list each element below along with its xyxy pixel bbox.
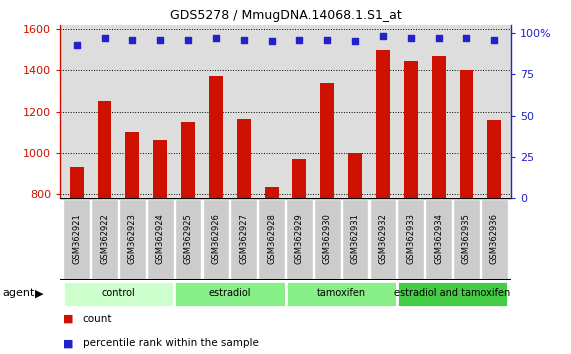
Text: tamoxifen: tamoxifen [317, 288, 366, 298]
Point [323, 37, 332, 42]
Bar [258, 199, 285, 279]
Text: GSM362935: GSM362935 [462, 213, 471, 264]
Bar [453, 199, 480, 279]
Text: GSM362924: GSM362924 [156, 213, 164, 264]
Text: GSM362925: GSM362925 [183, 213, 192, 264]
Text: GSM362934: GSM362934 [434, 213, 443, 264]
Point [434, 35, 443, 41]
Bar [404, 61, 418, 198]
Bar [153, 141, 167, 198]
Text: GSM362929: GSM362929 [295, 213, 304, 264]
Bar [174, 281, 286, 307]
Bar [488, 120, 501, 198]
Bar [264, 187, 279, 198]
Bar [230, 199, 257, 279]
Text: ▶: ▶ [35, 288, 43, 298]
Point [462, 35, 471, 41]
Bar [376, 50, 390, 198]
Bar [237, 119, 251, 198]
Title: GDS5278 / MmugDNA.14068.1.S1_at: GDS5278 / MmugDNA.14068.1.S1_at [170, 9, 401, 22]
Point [295, 37, 304, 42]
Bar [342, 199, 368, 279]
Bar [425, 199, 452, 279]
Text: GSM362936: GSM362936 [490, 213, 499, 264]
Point [351, 39, 360, 44]
Text: control: control [102, 288, 135, 298]
Point [406, 35, 415, 41]
Point [211, 35, 220, 41]
Text: GSM362921: GSM362921 [72, 213, 81, 264]
Bar [286, 281, 397, 307]
Point [379, 34, 388, 39]
Bar [481, 199, 508, 279]
Point [156, 37, 165, 42]
Point [239, 37, 248, 42]
Bar [91, 199, 118, 279]
Bar [460, 70, 473, 198]
Bar [286, 199, 313, 279]
Bar [209, 76, 223, 198]
Bar [397, 199, 424, 279]
Bar [126, 132, 139, 198]
Bar [314, 199, 341, 279]
Point [128, 37, 137, 42]
Text: ■: ■ [63, 314, 73, 324]
Text: GSM362926: GSM362926 [211, 213, 220, 264]
Bar [70, 167, 83, 198]
Bar [320, 82, 334, 198]
Text: GSM362931: GSM362931 [351, 213, 360, 264]
Bar [63, 199, 90, 279]
Text: GSM362923: GSM362923 [128, 213, 137, 264]
Bar [432, 56, 445, 198]
Text: GSM362922: GSM362922 [100, 213, 109, 264]
Bar [292, 159, 307, 198]
Text: GSM362930: GSM362930 [323, 213, 332, 264]
Text: percentile rank within the sample: percentile rank within the sample [83, 338, 259, 348]
Point [267, 39, 276, 44]
Point [100, 35, 109, 41]
Text: GSM362927: GSM362927 [239, 213, 248, 264]
Text: GSM362932: GSM362932 [379, 213, 388, 264]
Bar [203, 199, 229, 279]
Text: ■: ■ [63, 338, 73, 348]
Bar [348, 153, 362, 198]
Text: estradiol and tamoxifen: estradiol and tamoxifen [395, 288, 510, 298]
Text: count: count [83, 314, 112, 324]
Text: GSM362928: GSM362928 [267, 213, 276, 264]
Bar [63, 281, 174, 307]
Point [183, 37, 192, 42]
Bar [119, 199, 146, 279]
Bar [147, 199, 174, 279]
Bar [397, 281, 508, 307]
Bar [369, 199, 396, 279]
Text: GSM362933: GSM362933 [407, 213, 415, 264]
Point [72, 42, 81, 47]
Text: agent: agent [3, 288, 35, 298]
Text: estradiol: estradiol [208, 288, 251, 298]
Bar [181, 122, 195, 198]
Bar [175, 199, 202, 279]
Point [490, 37, 499, 42]
Bar [98, 101, 111, 198]
